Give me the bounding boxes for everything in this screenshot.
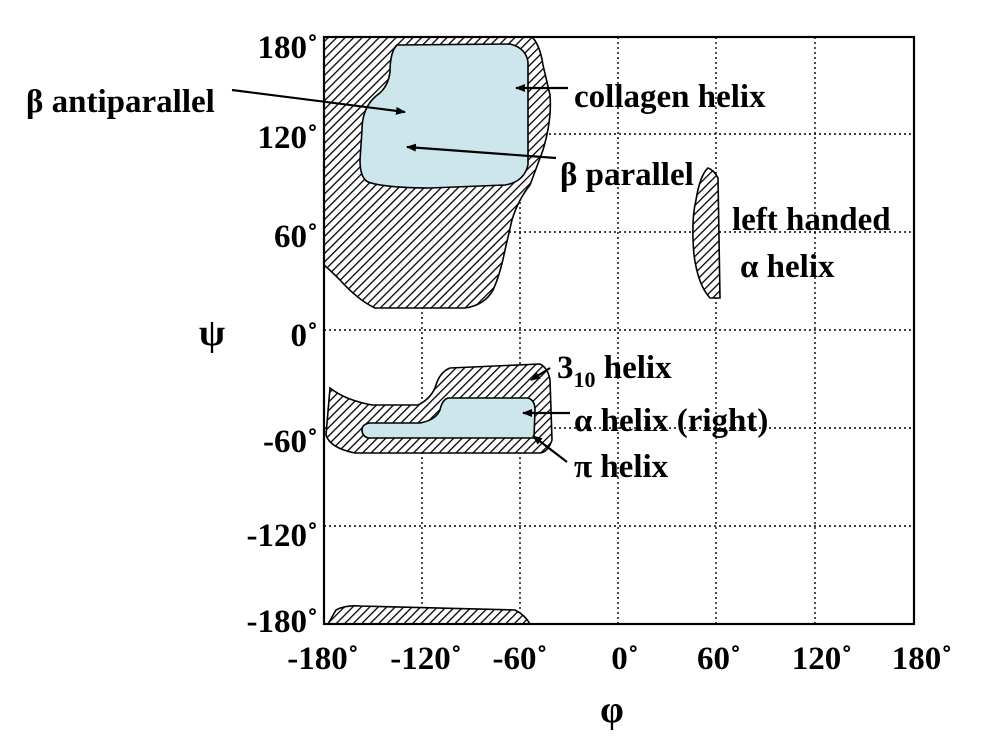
x-tick-label: 0˚ xyxy=(611,641,639,677)
y-tick-label: 60˚ xyxy=(274,219,318,255)
arrow-pi-helix xyxy=(532,435,568,463)
annotation-arrows xyxy=(231,84,570,463)
left-handed-helix-region-hatched xyxy=(692,167,721,299)
x-tick-label: 120˚ xyxy=(792,641,853,677)
arrow-beta-parallel xyxy=(406,143,557,160)
x-tick-label: -60˚ xyxy=(493,641,548,677)
label-left-handed-alpha: α helix xyxy=(740,249,835,285)
lower-region-hatched xyxy=(326,605,532,625)
y-tick-label: 120˚ xyxy=(258,120,319,156)
arrow-beta-antiparallel xyxy=(231,88,406,115)
label-pi-helix: π helix xyxy=(574,449,669,485)
x-tick-label: 180˚ xyxy=(892,641,953,677)
annotation-labels: β antiparallel collagen helix β parallel… xyxy=(26,79,891,485)
y-tick-label: 0˚ xyxy=(291,318,319,354)
label-beta-antiparallel: β antiparallel xyxy=(26,84,215,120)
label-310-subscript: 10 xyxy=(574,367,596,392)
x-tick-label: 60˚ xyxy=(697,641,741,677)
label-310-suffix: helix xyxy=(596,350,673,386)
y-tick-label: 180˚ xyxy=(258,30,319,66)
label-collagen-helix: collagen helix xyxy=(574,79,766,115)
arrow-310-helix xyxy=(530,367,551,381)
y-tick-label: -120˚ xyxy=(247,518,318,554)
grid-lines xyxy=(324,37,914,624)
label-310-helix: 310 helix xyxy=(557,350,672,392)
y-tick-label: -60˚ xyxy=(263,424,318,460)
x-axis-title: φ xyxy=(600,689,624,731)
x-tick-label: -120˚ xyxy=(390,641,461,677)
label-left-handed: left handed xyxy=(732,202,891,238)
plot-frame xyxy=(322,35,916,626)
x-tick-label: -180˚ xyxy=(287,641,358,677)
label-beta-parallel: β parallel xyxy=(560,157,694,193)
alpha-core-region xyxy=(361,397,536,439)
y-tick-label: -180˚ xyxy=(247,604,318,640)
label-310-main: 3 xyxy=(557,350,574,386)
y-axis-title: ψ xyxy=(199,312,225,354)
label-alpha-helix-right: α helix (right) xyxy=(574,403,768,439)
x-tick-labels: -180˚ -120˚ -60˚ 0˚ 60˚ 120˚ 180˚ xyxy=(287,641,952,677)
y-tick-labels: 180˚ 120˚ 60˚ 0˚ -60˚ -120˚ -180˚ xyxy=(247,30,318,640)
